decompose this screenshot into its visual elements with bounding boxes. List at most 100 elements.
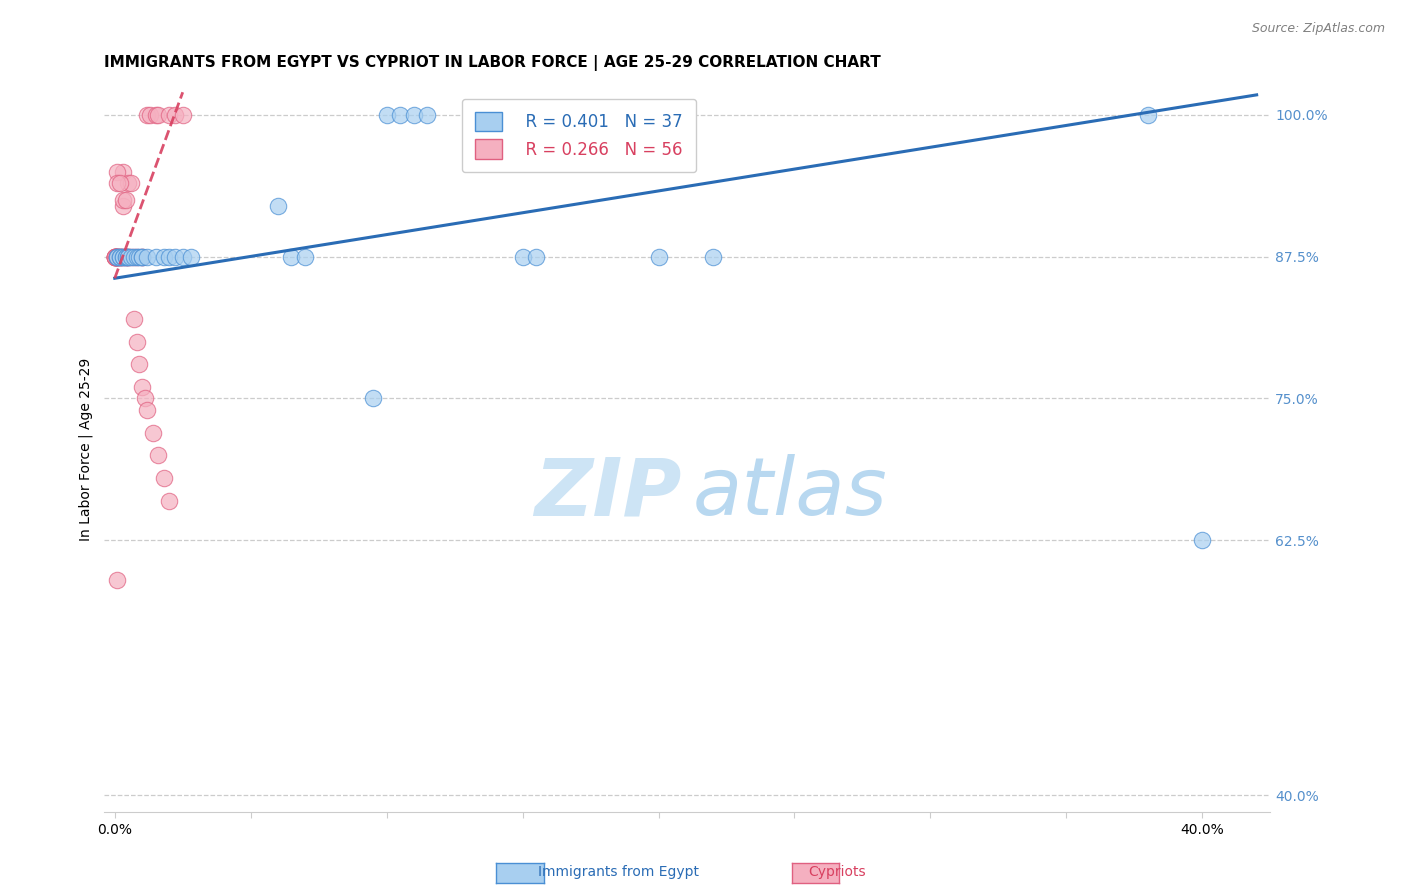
Point [152, 250, 174, 264]
Point [148, 108, 170, 122]
Point [125, 250, 148, 264]
Point [107, 176, 129, 190]
Point [134, 392, 156, 406]
Point [1136, 108, 1159, 122]
Point [117, 250, 139, 264]
Point [108, 250, 131, 264]
Point [647, 250, 669, 264]
Point [702, 250, 724, 264]
Point [107, 250, 129, 264]
Point [131, 250, 153, 264]
Point [108, 250, 131, 264]
Point [375, 108, 398, 122]
Point [152, 471, 174, 485]
Point [122, 250, 145, 264]
Point [104, 250, 127, 264]
Point [172, 108, 194, 122]
Point [180, 250, 202, 264]
Point [107, 250, 129, 264]
Point [120, 176, 142, 190]
Point [131, 250, 153, 264]
Point [114, 250, 136, 264]
Point [108, 250, 131, 264]
Point [125, 250, 148, 264]
Point [104, 250, 127, 264]
Text: ZIP: ZIP [534, 454, 682, 532]
Point [145, 108, 167, 122]
Point [111, 250, 134, 264]
Point [157, 108, 180, 122]
Point [120, 250, 142, 264]
Point [163, 108, 186, 122]
Point [117, 250, 139, 264]
Point [107, 250, 129, 264]
Point [131, 380, 153, 394]
Point [122, 312, 145, 326]
Point [114, 250, 136, 264]
Point [111, 193, 134, 207]
Point [145, 250, 167, 264]
Text: Source: ZipAtlas.com: Source: ZipAtlas.com [1251, 22, 1385, 36]
Point [107, 250, 129, 264]
Point [104, 250, 127, 264]
Text: IMMIGRANTS FROM EGYPT VS CYPRIOT IN LABOR FORCE | AGE 25-29 CORRELATION CHART: IMMIGRANTS FROM EGYPT VS CYPRIOT IN LABO… [104, 55, 880, 71]
Point [108, 250, 131, 264]
Point [136, 402, 159, 417]
Point [117, 250, 139, 264]
Point [148, 448, 170, 462]
Point [111, 250, 134, 264]
Point [524, 250, 547, 264]
Point [104, 250, 127, 264]
Point [108, 250, 131, 264]
Point [107, 250, 129, 264]
Point [128, 358, 150, 372]
Point [416, 108, 439, 122]
Point [104, 250, 127, 264]
Point [136, 108, 159, 122]
Y-axis label: In Labor Force | Age 25-29: In Labor Force | Age 25-29 [79, 358, 93, 541]
Text: Cypriots: Cypriots [808, 865, 865, 880]
Point [108, 250, 131, 264]
Point [107, 573, 129, 587]
Point [139, 108, 162, 122]
Point [104, 250, 127, 264]
Point [157, 250, 180, 264]
Point [1191, 533, 1213, 548]
Point [111, 199, 134, 213]
Point [117, 176, 139, 190]
Point [111, 250, 134, 264]
Point [104, 250, 127, 264]
Point [131, 250, 153, 264]
Point [114, 250, 136, 264]
Point [280, 250, 302, 264]
Point [163, 250, 186, 264]
Point [108, 176, 131, 190]
Point [117, 250, 139, 264]
Point [111, 250, 134, 264]
Point [389, 108, 412, 122]
Point [107, 164, 129, 178]
Text: Immigrants from Egypt: Immigrants from Egypt [538, 865, 699, 880]
Point [128, 250, 150, 264]
Point [512, 250, 534, 264]
Point [122, 250, 145, 264]
Point [114, 193, 136, 207]
Point [131, 250, 153, 264]
Point [402, 108, 425, 122]
Point [104, 250, 127, 264]
Point [114, 250, 136, 264]
Point [125, 334, 148, 349]
Point [120, 250, 142, 264]
Legend:   R = 0.401   N = 37,   R = 0.266   N = 56: R = 0.401 N = 37, R = 0.266 N = 56 [463, 98, 696, 172]
Point [142, 425, 165, 440]
Point [294, 250, 316, 264]
Point [107, 250, 129, 264]
Point [136, 250, 159, 264]
Point [107, 250, 129, 264]
Point [157, 493, 180, 508]
Point [267, 199, 290, 213]
Point [172, 250, 194, 264]
Point [361, 392, 384, 406]
Point [107, 250, 129, 264]
Text: atlas: atlas [693, 454, 887, 532]
